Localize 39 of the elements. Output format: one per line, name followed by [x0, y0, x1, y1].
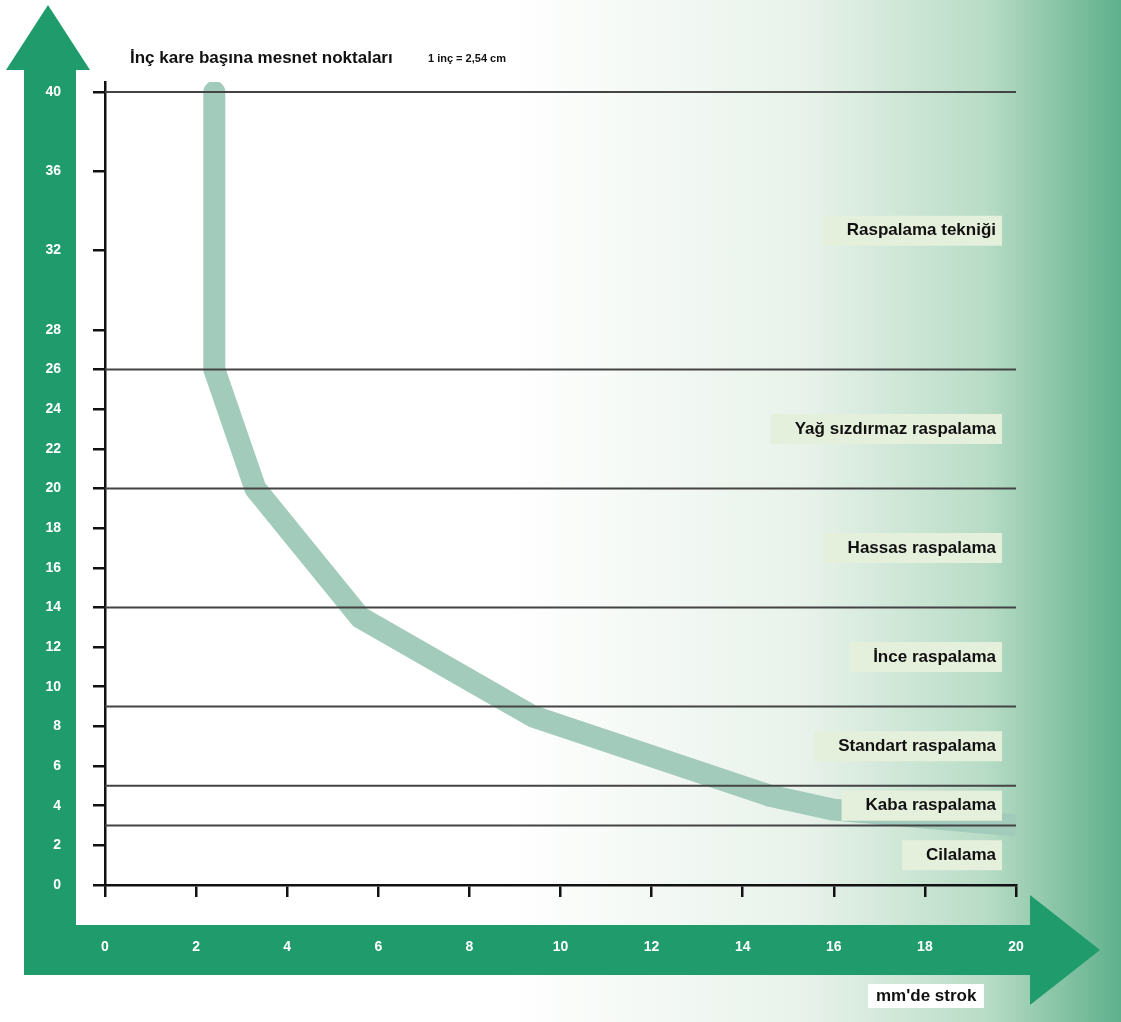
- y-tick-label: 40: [45, 82, 62, 99]
- y-tick-label: 14: [45, 598, 62, 615]
- y-tick-label: 26: [45, 360, 62, 377]
- y-tick-label: 36: [45, 162, 62, 179]
- annotation: Cilalama: [926, 844, 997, 864]
- y-tick-label: 0: [53, 875, 62, 892]
- x-tick-label: 20: [1008, 938, 1024, 955]
- y-tick-label: 28: [45, 320, 62, 337]
- annotation: İnce raspalama: [873, 646, 997, 666]
- x-tick-label: 12: [643, 938, 660, 955]
- y-tick-label: 10: [45, 677, 62, 694]
- x-axis-title: mm'de strok: [868, 984, 985, 1008]
- y-tick-label: 24: [45, 400, 62, 417]
- x-tick-label: 6: [374, 938, 383, 955]
- y-tick-label: 2: [53, 836, 62, 853]
- y-tick-label: 6: [53, 756, 62, 773]
- annotation: Raspalama tekniği: [846, 220, 996, 240]
- x-tick-label: 14: [734, 938, 751, 955]
- y-tick-label: 8: [53, 717, 62, 734]
- y-tick-label: 16: [45, 558, 62, 575]
- text: 1 inç = 2,54 cm: [420, 50, 514, 66]
- y-tick-label: 18: [45, 518, 62, 535]
- annotation: Kaba raspalama: [865, 795, 997, 815]
- y-tick-label: 4: [53, 796, 62, 813]
- annotation: Standart raspalama: [838, 735, 997, 755]
- x-tick-label: 8: [465, 938, 474, 955]
- annotation: Yağ sızdırmaz raspalama: [794, 418, 997, 438]
- y-tick-label: 12: [45, 637, 62, 654]
- annotation: Hassas raspalama: [847, 537, 997, 557]
- y-tick-label: 22: [45, 439, 62, 456]
- x-tick-label: 16: [826, 938, 842, 955]
- y-tick-label: 32: [45, 241, 62, 258]
- x-tick-label: 18: [917, 938, 933, 955]
- x-tick-label: 0: [101, 938, 110, 955]
- y-axis-title: İnç kare başına mesnet noktaları: [122, 46, 401, 70]
- x-tick-label: 10: [552, 938, 569, 955]
- x-tick-label: 4: [283, 938, 292, 955]
- x-tick-label: 2: [192, 938, 201, 955]
- y-tick-label: 20: [45, 479, 62, 496]
